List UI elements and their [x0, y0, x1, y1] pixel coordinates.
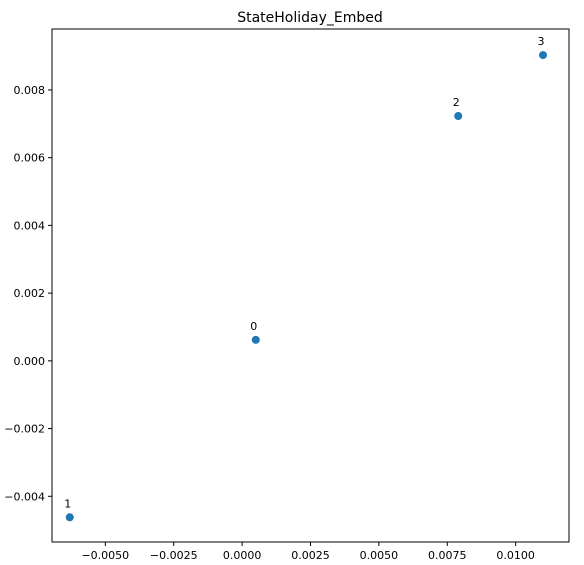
- data-point-label: 2: [453, 96, 460, 109]
- data-point: [454, 112, 462, 120]
- x-tick-label: −0.0050: [81, 549, 129, 562]
- data-point-label: 1: [64, 497, 71, 510]
- data-point: [539, 51, 547, 59]
- x-tick-label: 0.0000: [223, 549, 262, 562]
- y-tick-label: −0.002: [4, 423, 45, 436]
- x-tick-label: 0.0075: [428, 549, 467, 562]
- chart-title: StateHoliday_Embed: [237, 10, 383, 26]
- x-tick-label: 0.0025: [291, 549, 330, 562]
- y-tick-label: 0.004: [14, 219, 46, 232]
- y-tick-label: 0.002: [14, 287, 46, 300]
- y-tick-label: 0.006: [14, 152, 46, 165]
- data-point-label: 0: [250, 320, 257, 333]
- x-tick-label: 0.0050: [360, 549, 399, 562]
- y-tick-label: 0.000: [14, 355, 46, 368]
- data-point-label: 3: [538, 35, 545, 48]
- y-tick-label: 0.008: [14, 84, 46, 97]
- data-point: [252, 336, 260, 344]
- y-tick-label: −0.004: [4, 490, 45, 503]
- data-point: [66, 513, 74, 521]
- x-tick-label: −0.0025: [150, 549, 198, 562]
- x-tick-label: 0.0100: [496, 549, 535, 562]
